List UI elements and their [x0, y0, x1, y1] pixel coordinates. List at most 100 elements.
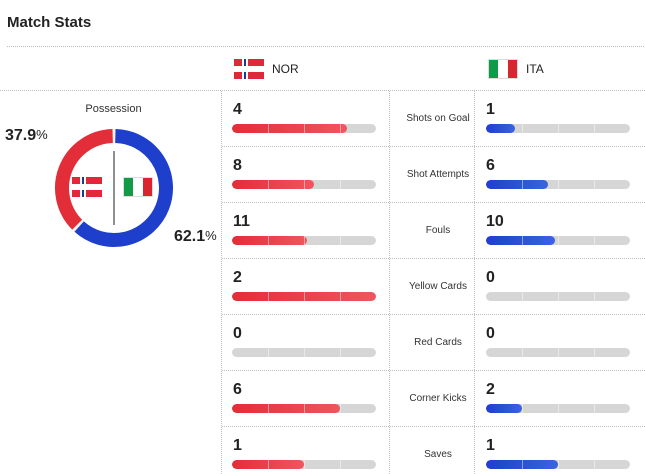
- column-divider-mid: [389, 91, 390, 474]
- norway-flag-icon: [234, 59, 264, 79]
- possession-donut-chart: [55, 129, 173, 247]
- bar-segment-divider: [268, 292, 269, 301]
- possession-arc-home: [55, 129, 114, 230]
- bar-segment-divider: [304, 404, 305, 413]
- stat-away-bar: [486, 180, 630, 189]
- stat-home-bar: [232, 292, 376, 301]
- team-home-code: NOR: [272, 62, 299, 76]
- stat-home-bar: [232, 180, 376, 189]
- stat-home-bar: [232, 348, 376, 357]
- bar-segment-divider: [522, 348, 523, 357]
- team-away: ITA: [488, 59, 544, 79]
- bar-segment-divider: [594, 292, 595, 301]
- stat-away-value: 1: [486, 437, 495, 454]
- stat-home-value: 11: [233, 213, 250, 230]
- italy-flag-icon: [488, 59, 518, 79]
- teams-divider: [0, 90, 645, 91]
- stat-away-bar: [486, 292, 630, 301]
- stat-home-bar: [232, 404, 376, 413]
- bar-segment-divider: [340, 348, 341, 357]
- stat-home-value: 6: [233, 381, 242, 398]
- bar-segment-divider: [268, 236, 269, 245]
- bar-segment-divider: [304, 348, 305, 357]
- bar-segment-divider: [522, 236, 523, 245]
- bar-segment-divider: [522, 180, 523, 189]
- stat-away-value: 6: [486, 157, 495, 174]
- stat-row: 11 Fouls 10: [222, 203, 645, 259]
- stat-home-bar: [232, 236, 376, 245]
- stat-home-value: 1: [233, 437, 242, 454]
- bar-segment-divider: [558, 292, 559, 301]
- bar-segment-divider: [594, 460, 595, 469]
- stat-row: 4 Shots on Goal 1: [222, 91, 645, 147]
- stat-away-fill: [486, 180, 548, 189]
- stat-away-bar: [486, 348, 630, 357]
- bar-segment-divider: [522, 460, 523, 469]
- bar-segment-divider: [268, 180, 269, 189]
- italy-flag-icon: [123, 177, 153, 197]
- bar-segment-divider: [522, 292, 523, 301]
- stat-home-fill: [232, 124, 348, 133]
- bar-segment-divider: [558, 236, 559, 245]
- bar-segment-divider: [340, 404, 341, 413]
- bar-segment-divider: [304, 236, 305, 245]
- team-away-code: ITA: [526, 62, 544, 76]
- stat-home-fill: [232, 404, 340, 413]
- bar-segment-divider: [558, 460, 559, 469]
- bar-segment-divider: [268, 404, 269, 413]
- bar-segment-divider: [594, 124, 595, 133]
- stat-label: Red Cards: [414, 337, 462, 348]
- stat-away-fill: [486, 124, 515, 133]
- possession-arc-away: [74, 129, 173, 247]
- bar-segment-divider: [594, 404, 595, 413]
- stat-home-fill: [232, 292, 376, 301]
- bar-segment-divider: [558, 404, 559, 413]
- stat-home-fill: [232, 180, 315, 189]
- bar-segment-divider: [268, 348, 269, 357]
- stat-home-bar: [232, 460, 376, 469]
- bar-segment-divider: [304, 292, 305, 301]
- bar-segment-divider: [558, 180, 559, 189]
- stat-home-value: 2: [233, 269, 242, 286]
- stat-home-value: 0: [233, 325, 242, 342]
- stat-away-value: 0: [486, 325, 495, 342]
- stats-table: 4 Shots on Goal 1 8 Shot Attempts 6 11 F…: [222, 91, 645, 474]
- stat-away-bar: [486, 236, 630, 245]
- stat-row: 6 Corner Kicks 2: [222, 371, 645, 427]
- bar-segment-divider: [558, 348, 559, 357]
- stat-label: Yellow Cards: [409, 281, 467, 292]
- norway-flag-icon: [72, 177, 102, 197]
- possession-label: Possession: [85, 103, 142, 115]
- stat-away-fill: [486, 460, 558, 469]
- bar-segment-divider: [304, 124, 305, 133]
- bar-segment-divider: [594, 236, 595, 245]
- bar-segment-divider: [522, 404, 523, 413]
- header-divider: [7, 46, 644, 47]
- stat-label: Shots on Goal: [406, 113, 470, 124]
- bar-segment-divider: [522, 124, 523, 133]
- stat-away-fill: [486, 404, 522, 413]
- stat-label: Shot Attempts: [406, 169, 470, 180]
- stat-away-bar: [486, 404, 630, 413]
- team-home: NOR: [234, 59, 299, 79]
- stat-row: 1 Saves 1: [222, 427, 645, 474]
- bar-segment-divider: [594, 348, 595, 357]
- page-title: Match Stats: [7, 14, 92, 31]
- stat-home-value: 4: [233, 101, 242, 118]
- bar-segment-divider: [268, 124, 269, 133]
- stat-away-fill: [486, 236, 555, 245]
- stat-label: Corner Kicks: [409, 393, 467, 404]
- stat-row: 8 Shot Attempts 6: [222, 147, 645, 203]
- stat-row: 0 Red Cards 0: [222, 315, 645, 371]
- stat-label: Saves: [424, 449, 452, 460]
- bar-segment-divider: [594, 180, 595, 189]
- stat-away-value: 10: [486, 213, 504, 230]
- possession-home-value: 37.9%: [5, 127, 48, 144]
- stat-away-value: 2: [486, 381, 495, 398]
- bar-segment-divider: [304, 180, 305, 189]
- stat-home-value: 8: [233, 157, 242, 174]
- bar-segment-divider: [558, 124, 559, 133]
- stat-away-bar: [486, 124, 630, 133]
- stat-away-value: 1: [486, 101, 495, 118]
- stat-home-bar: [232, 124, 376, 133]
